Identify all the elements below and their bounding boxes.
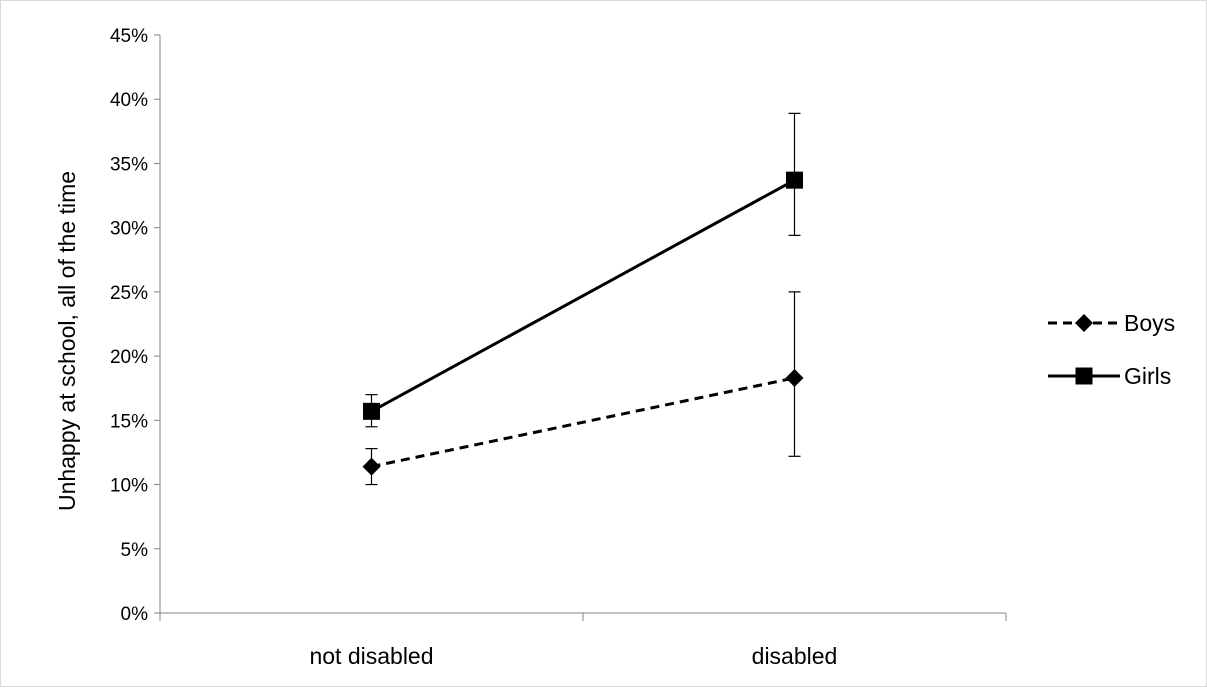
legend-label: Girls <box>1124 363 1171 389</box>
y-axis-title: Unhappy at school, all of the time <box>54 171 80 511</box>
x-category-label: not disabled <box>309 643 433 669</box>
y-tick-label: 35% <box>110 154 148 175</box>
legend-marker-diamond <box>1075 314 1093 332</box>
y-tick-label: 5% <box>121 540 149 561</box>
y-axis-ticks: 0% 5% 10% 15% 20% 25% 30% 35% 40% 45% <box>110 26 160 625</box>
series-line-girls <box>370 178 796 413</box>
legend-marker-square <box>1075 367 1093 385</box>
x-category-label: disabled <box>752 643 838 669</box>
series-layer <box>362 112 804 486</box>
y-tick-label: 20% <box>110 347 148 368</box>
y-tick-label: 15% <box>110 411 148 432</box>
legend-item-girls: Girls <box>1048 363 1171 389</box>
y-tick-label: 45% <box>110 26 148 47</box>
axes <box>159 35 1006 614</box>
y-tick-label: 40% <box>110 90 148 111</box>
data-point-square <box>786 171 803 189</box>
data-point-square <box>363 402 380 420</box>
y-tick-label: 25% <box>110 283 148 304</box>
data-point-diamond <box>785 368 804 387</box>
data-point-diamond <box>362 457 381 476</box>
legend-label: Boys <box>1124 310 1175 336</box>
series-line-boys <box>371 376 795 469</box>
x-axis-ticks: not disabled disabled <box>159 613 1007 669</box>
y-tick-label: 30% <box>110 219 148 240</box>
series-girls <box>363 112 803 428</box>
legend: Boys Girls <box>1048 310 1175 389</box>
y-tick-label: 0% <box>121 604 149 625</box>
series-boys <box>362 291 804 486</box>
y-tick-label: 10% <box>110 476 148 497</box>
legend-item-boys: Boys <box>1048 310 1175 336</box>
